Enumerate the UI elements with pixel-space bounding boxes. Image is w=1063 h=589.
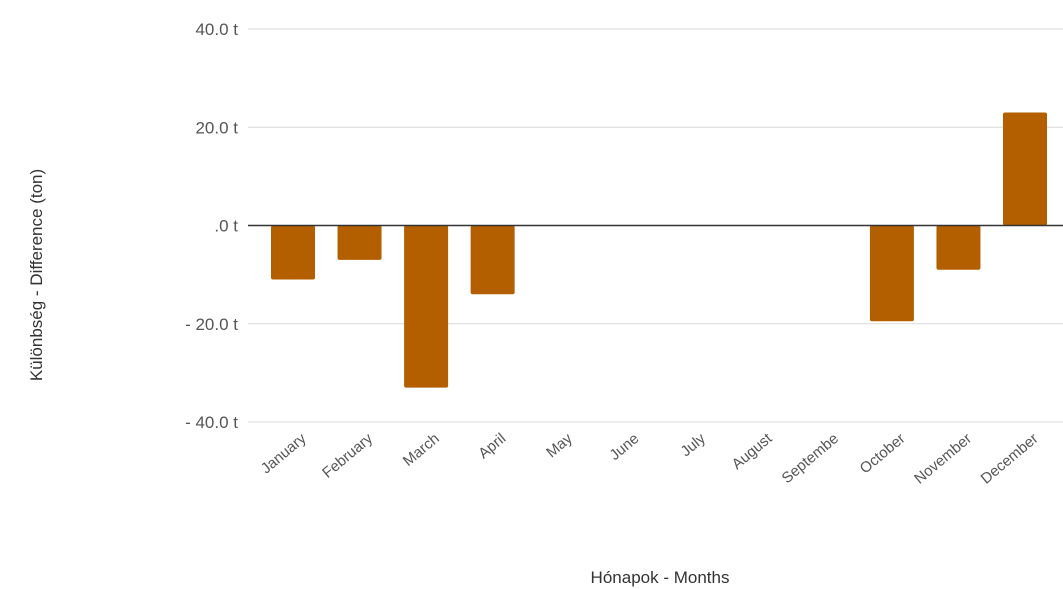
bar-january [271,225,315,280]
gridlines [248,28,1063,423]
x-tick-label: March [400,430,443,470]
x-tick-label: January [258,430,310,478]
x-tick-label: Septembe [779,430,842,487]
y-axis-ticks: 40.0 t 20.0 t .0 t - 20.0 t - 40.0 t [185,20,238,432]
bar-february [337,225,382,260]
y-tick-label: - 20.0 t [185,315,238,334]
x-tick-label: October [857,430,909,477]
x-tick-label: December [978,430,1042,488]
bar-april [470,225,515,295]
x-tick-label: August [729,430,776,474]
x-tick-label: July [677,430,709,460]
x-tick-label: November [911,430,975,488]
y-tick-label: 20.0 t [195,118,238,137]
y-axis-title: Különbség - Difference (ton) [27,169,46,381]
bar-november [936,225,981,270]
y-tick-label: - 40.0 t [185,413,238,432]
x-tick-label: April [475,430,509,462]
x-axis-ticks: January February March April May June July Augu… [258,430,1042,488]
y-tick-label: 40.0 t [195,20,238,39]
x-axis-title: Hónapok - Months [591,568,730,587]
bars [271,112,1047,388]
bar-march [404,225,449,388]
y-tick-label: .0 t [214,217,238,236]
x-tick-label: May [543,430,576,462]
bar-december [1003,112,1047,226]
x-tick-label: June [606,430,642,464]
bar-october [869,225,914,322]
x-tick-label: February [319,430,376,482]
